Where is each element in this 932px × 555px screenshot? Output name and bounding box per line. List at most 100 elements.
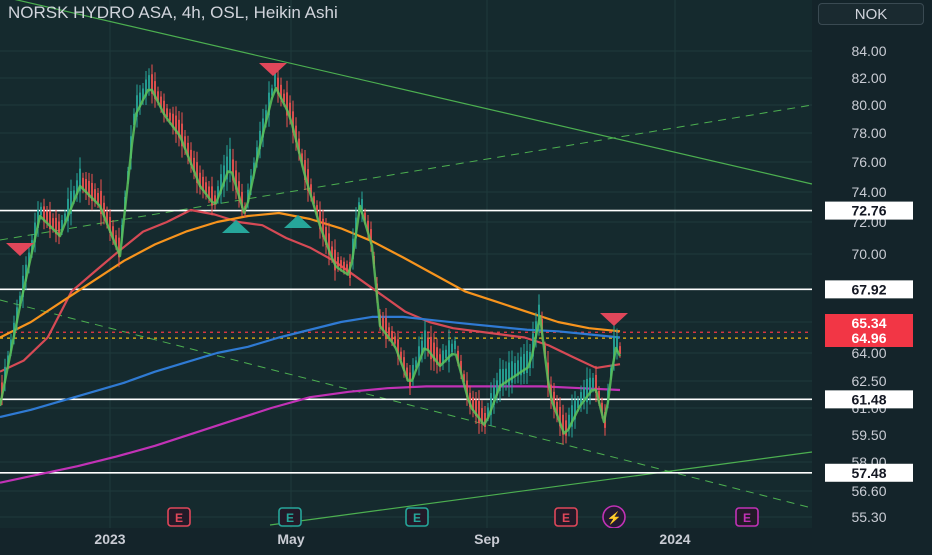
event-label: E	[413, 511, 421, 525]
candle-body	[601, 402, 603, 414]
candle-body	[262, 118, 264, 138]
candle-body	[526, 350, 528, 374]
candle-body	[226, 156, 228, 180]
candle-body	[280, 84, 282, 100]
candle-body	[595, 374, 597, 394]
trend-line-upper	[14, 0, 813, 185]
current-price-label: 64.96	[851, 330, 886, 346]
earnings-event-badge	[405, 507, 429, 527]
candle-body	[79, 168, 81, 192]
candle-body	[232, 159, 234, 181]
candle-body	[202, 176, 204, 192]
candle-body	[502, 368, 504, 388]
candle-body	[517, 360, 519, 376]
trend-line-dashed-upper	[0, 104, 813, 241]
y-tick-label: 62.50	[851, 373, 886, 389]
candle-body	[274, 73, 276, 87]
y-tick-label: 76.00	[851, 154, 886, 170]
candle-body	[283, 93, 285, 103]
level-price-label: 61.48	[851, 391, 886, 407]
buy-signal-marker	[284, 215, 312, 228]
candle-body	[238, 181, 240, 199]
candle-body	[196, 162, 198, 183]
candle-body	[556, 401, 558, 416]
candle-body	[583, 387, 585, 403]
earnings-event-badge	[167, 507, 191, 527]
candle-body	[88, 180, 90, 198]
plot-background	[0, 0, 812, 528]
moving-average-line	[0, 385, 621, 484]
event-label: E	[562, 511, 570, 525]
candle-body	[253, 162, 255, 174]
candle-body	[301, 153, 303, 163]
candle-body	[34, 222, 36, 243]
candle-body	[469, 392, 471, 408]
trend-line-lower	[269, 451, 813, 526]
level-price-tag	[825, 463, 913, 482]
candle-body	[49, 210, 51, 230]
candle-body	[148, 75, 150, 89]
candle-body	[241, 191, 243, 209]
candle-body	[55, 217, 57, 235]
candle-body	[613, 336, 615, 360]
candle-body	[76, 180, 78, 195]
candle-body	[172, 113, 174, 128]
candle-body	[421, 340, 423, 356]
candle-body	[415, 360, 417, 368]
current-price-tag	[825, 314, 913, 332]
candle-body	[514, 363, 516, 377]
chart-title: NORSK HYDRO ASA, 4h, OSL, Heikin Ashi	[8, 3, 338, 22]
candle-body	[85, 179, 87, 193]
candle-body	[520, 356, 522, 376]
candle-body	[403, 357, 405, 371]
candle-body	[145, 79, 147, 97]
candle-body	[22, 275, 24, 298]
candle-body	[208, 186, 210, 198]
candle-body	[472, 397, 474, 411]
candle-body	[340, 260, 342, 268]
candle-body	[151, 74, 153, 94]
candle-body	[46, 211, 48, 223]
candle-body	[64, 213, 66, 222]
candle-body	[91, 182, 93, 202]
candle-body	[598, 391, 600, 401]
candle-body	[460, 360, 462, 374]
candle-body	[109, 216, 111, 234]
candle-body	[397, 339, 399, 357]
candle-body	[433, 342, 435, 362]
currency-button[interactable]: NOK	[818, 3, 924, 25]
x-tick-label: Sep	[474, 531, 500, 547]
candle-body	[286, 92, 288, 116]
candle-body	[424, 330, 426, 350]
moving-average-line	[0, 211, 621, 339]
candle-body	[580, 392, 582, 406]
candle-body	[139, 92, 141, 108]
y-tick-label: 70.00	[851, 246, 886, 262]
y-tick-label: 84.00	[851, 43, 886, 59]
candle-body	[574, 400, 576, 420]
candle-body	[97, 193, 99, 203]
price-axis	[812, 0, 932, 550]
candle-body	[310, 184, 312, 196]
candle-body	[163, 100, 165, 116]
candle-body	[52, 218, 54, 228]
trend-highlight-line	[0, 86, 622, 435]
candle-body	[367, 220, 369, 233]
candle-body	[268, 92, 270, 116]
candle-body	[58, 221, 60, 237]
candle-body	[43, 206, 45, 222]
sell-signal-marker	[6, 243, 34, 256]
candle-body	[325, 227, 327, 245]
y-tick-label: 64.00	[851, 345, 886, 361]
candle-body	[346, 264, 348, 272]
y-tick-label: 78.00	[851, 125, 886, 141]
candle-body	[115, 235, 117, 245]
candle-body	[103, 202, 105, 218]
candle-body	[295, 125, 297, 143]
candle-body	[166, 108, 168, 117]
candle-body	[256, 147, 258, 161]
candle-body	[31, 240, 33, 252]
candle-body	[523, 354, 525, 374]
